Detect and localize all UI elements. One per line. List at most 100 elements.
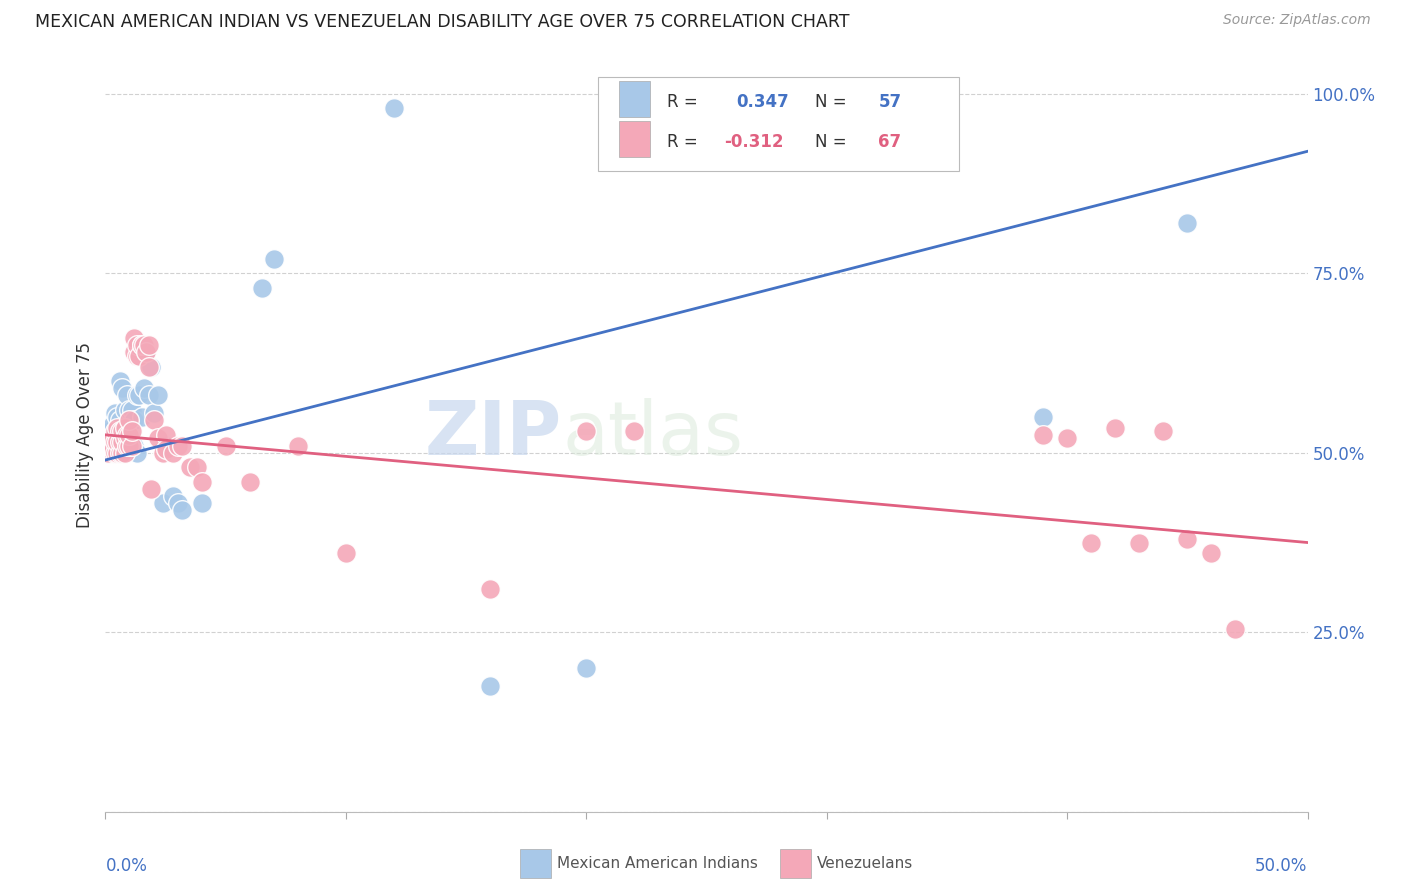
Point — [101, 442, 124, 457]
Point — [108, 442, 131, 457]
Text: Venezuelans: Venezuelans — [817, 856, 912, 871]
Point — [115, 439, 138, 453]
Point — [1032, 409, 1054, 424]
Point — [135, 345, 157, 359]
Point — [107, 435, 129, 450]
Text: 57: 57 — [879, 93, 901, 111]
Point — [132, 338, 155, 352]
Point — [479, 582, 502, 597]
Text: Source: ZipAtlas.com: Source: ZipAtlas.com — [1223, 13, 1371, 28]
Point — [172, 439, 194, 453]
Point — [239, 475, 262, 489]
Bar — [619, 80, 650, 117]
Point — [114, 432, 136, 446]
Point — [623, 424, 645, 438]
Point — [118, 424, 141, 438]
Point — [98, 442, 121, 457]
Point — [125, 388, 148, 402]
Point — [155, 439, 177, 453]
Point — [179, 460, 201, 475]
Point — [138, 388, 160, 402]
Text: -0.312: -0.312 — [724, 134, 785, 152]
Point — [114, 446, 136, 460]
Point — [162, 446, 184, 460]
Point — [124, 413, 146, 427]
Point — [104, 446, 127, 460]
Point — [97, 439, 120, 453]
Point — [162, 489, 184, 503]
Point — [128, 349, 150, 363]
Point — [111, 435, 134, 450]
Point — [139, 482, 162, 496]
Point — [114, 402, 136, 417]
Point — [118, 439, 141, 453]
Point — [104, 432, 127, 446]
Point — [186, 460, 208, 475]
Text: R =: R = — [666, 134, 703, 152]
Point — [111, 424, 134, 438]
Point — [97, 439, 120, 453]
Point — [125, 338, 148, 352]
Point — [107, 446, 129, 460]
Point — [148, 432, 170, 446]
Point — [1225, 622, 1247, 636]
Point — [121, 435, 143, 450]
Point — [1201, 546, 1223, 560]
Point — [118, 428, 141, 442]
Point — [1175, 532, 1198, 546]
Point — [155, 442, 177, 457]
Point — [138, 359, 160, 374]
Point — [104, 406, 127, 420]
Point — [575, 661, 598, 675]
Text: R =: R = — [666, 93, 703, 111]
Point — [139, 359, 162, 374]
Point — [98, 432, 121, 446]
Point — [121, 424, 143, 438]
Point — [152, 446, 174, 460]
Point — [104, 442, 127, 457]
Point — [115, 388, 138, 402]
Point — [107, 420, 129, 434]
Text: 0.347: 0.347 — [737, 93, 789, 111]
Point — [152, 496, 174, 510]
Point — [111, 381, 134, 395]
Point — [118, 402, 141, 417]
Point — [335, 546, 357, 560]
Point — [124, 439, 146, 453]
Point — [132, 381, 155, 395]
Point — [155, 428, 177, 442]
Point — [101, 446, 124, 460]
Text: 50.0%: 50.0% — [1256, 857, 1308, 875]
Point — [108, 424, 131, 438]
Point — [1080, 535, 1102, 549]
Point — [142, 406, 165, 420]
Y-axis label: Disability Age Over 75: Disability Age Over 75 — [76, 342, 94, 528]
Point — [111, 439, 134, 453]
Point — [142, 413, 165, 427]
Text: N =: N = — [814, 134, 852, 152]
Point — [382, 101, 405, 115]
Point — [108, 446, 131, 460]
Text: atlas: atlas — [562, 399, 744, 471]
Point — [479, 679, 502, 693]
Point — [107, 432, 129, 446]
Point — [108, 413, 131, 427]
Point — [287, 439, 309, 453]
Point — [131, 338, 153, 352]
Point — [118, 442, 141, 457]
Point — [97, 446, 120, 460]
Text: Mexican American Indians: Mexican American Indians — [557, 856, 758, 871]
Point — [98, 424, 121, 438]
Point — [121, 439, 143, 453]
Point — [114, 442, 136, 457]
Text: N =: N = — [814, 93, 852, 111]
Point — [101, 432, 124, 446]
Point — [118, 413, 141, 427]
Text: ZIP: ZIP — [425, 399, 562, 471]
Point — [135, 345, 157, 359]
Point — [575, 424, 598, 438]
Point — [172, 503, 194, 517]
Point — [111, 446, 134, 460]
Point — [108, 428, 131, 442]
Bar — [619, 121, 650, 158]
